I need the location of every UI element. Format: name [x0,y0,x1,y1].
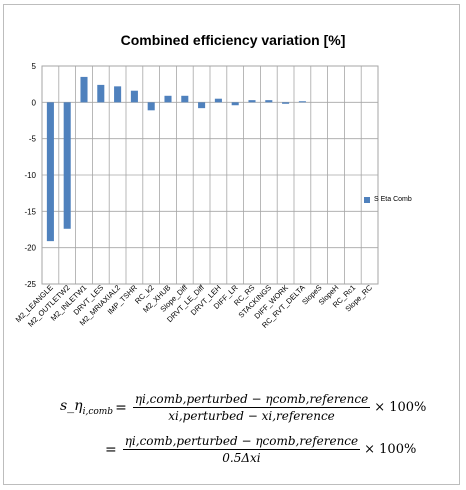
legend-label: S Eta Comb [374,196,412,203]
y-tick-label: -10 [24,171,36,180]
formula-equals-1: = [115,399,127,416]
bar-diff-work [282,102,290,104]
formula-denominator-1: xi,perturbed − xi,reference [168,409,335,423]
bar-slope-diff [181,95,189,103]
legend: S Eta Comb [364,196,412,203]
bar-m2-leangle [46,102,54,242]
bar-drvt-les [97,84,105,103]
bar-m2-mriaxial2 [114,86,122,103]
formula-lhs: s_ηi,comb [60,398,114,417]
formula-fraction-2: ηi,comb,perturbed − ηcomb,reference 0.5Δ… [122,434,361,465]
formula-numerator-1: ηi,comb,perturbed − ηcomb,reference [132,392,371,408]
y-tick-label: -15 [24,207,36,216]
formula-numerator-2: ηi,comb,perturbed − ηcomb,reference [122,434,361,450]
y-tick-label: 0 [32,98,37,107]
y-tick-label: -20 [24,244,36,253]
chart-title: Combined efficiency variation [%] [120,32,346,48]
bar-diff-lr [231,102,239,106]
bar-imp-tshr [130,90,138,103]
bar-chart: 50-5-10-15-20-25M2_LEANGLEM2_OUTLETW2M2_… [14,62,379,330]
legend-swatch [364,196,370,203]
bar-drvt-leh [214,98,222,103]
bar-m2-xhub [164,95,172,103]
bar-stackings [265,100,273,103]
formula-fraction-1: ηi,comb,perturbed − ηcomb,reference xi,p… [132,392,371,423]
bar-rc-rs [248,100,256,103]
bar-rc-k2 [147,102,155,111]
y-tick-label: 5 [32,62,37,71]
formula-times-2: × 100% [364,442,417,457]
bar-rc-rvt-delta [298,101,306,103]
formula-denominator-2: 0.5Δxi [222,451,261,465]
formula-equals-2: = [105,441,117,458]
formula-line-1: s_ηi,comb = ηi,comb,perturbed − ηcomb,re… [60,392,440,423]
bar-m2-inletw1 [80,76,88,103]
bar-drvt-le-diff [198,102,206,109]
y-tick-label: -25 [24,280,36,289]
formula-line-2: = ηi,comb,perturbed − ηcomb,reference 0.… [103,434,466,465]
y-tick-label: -5 [29,135,37,144]
bar-m2-outletw2 [63,102,71,229]
chart-frame [3,4,460,485]
formula-times-1: × 100% [374,400,427,415]
